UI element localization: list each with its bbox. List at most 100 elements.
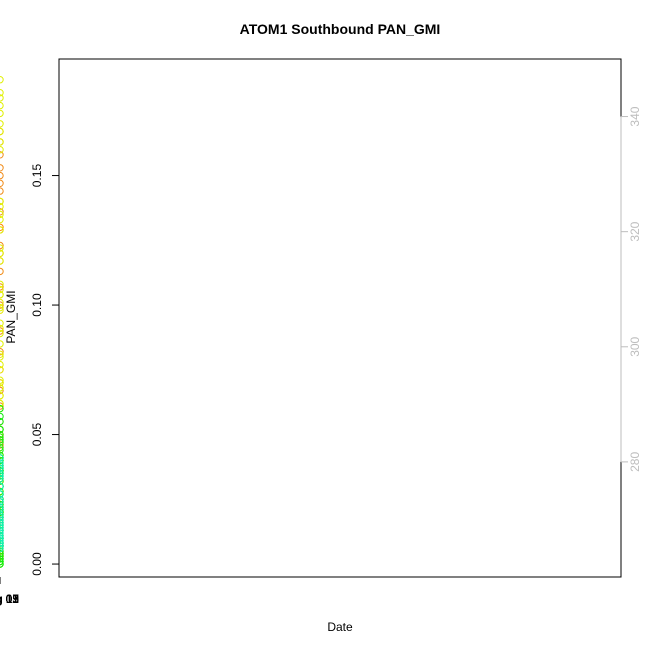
data-point bbox=[0, 430, 4, 439]
x-tick-label: Aug 07 bbox=[0, 592, 19, 606]
y-tick-label: 0.00 bbox=[30, 552, 44, 576]
x-tick-label: Aug 05 bbox=[0, 592, 19, 606]
data-point bbox=[0, 127, 4, 136]
data-point bbox=[0, 197, 4, 206]
data-point bbox=[0, 404, 4, 413]
data-point bbox=[0, 285, 4, 294]
y2-tick-label: 320 bbox=[628, 221, 642, 241]
data-point bbox=[0, 306, 4, 314]
data-point bbox=[0, 464, 4, 472]
data-point bbox=[0, 226, 4, 234]
data-point bbox=[0, 171, 4, 180]
data-point bbox=[0, 500, 4, 509]
y-axis: 0.00 0.05 0.10 0.15 bbox=[30, 164, 60, 576]
data-point bbox=[0, 399, 4, 408]
data-point bbox=[0, 557, 4, 566]
data-point bbox=[0, 539, 4, 547]
data-point bbox=[0, 537, 4, 545]
data-point bbox=[0, 542, 4, 550]
data-point bbox=[0, 531, 4, 540]
data-point bbox=[0, 340, 4, 348]
data-point bbox=[0, 461, 4, 470]
data-point bbox=[0, 350, 4, 358]
data-point bbox=[0, 223, 4, 231]
data-point bbox=[0, 76, 4, 84]
y-axis-label: PAN_GMI bbox=[4, 290, 18, 343]
data-point bbox=[0, 521, 4, 529]
data-point bbox=[0, 459, 4, 467]
x-tick-label: Aug 03 bbox=[0, 592, 19, 606]
x-axis: Aug 01Aug 03Aug 05Aug 07Aug 09Aug 11Aug … bbox=[0, 577, 19, 606]
data-point bbox=[0, 291, 4, 299]
data-point bbox=[0, 392, 4, 400]
data-point bbox=[0, 329, 4, 338]
data-point bbox=[0, 454, 4, 462]
data-point bbox=[0, 417, 4, 426]
data-points-layer bbox=[0, 76, 4, 568]
data-point bbox=[0, 94, 4, 102]
data-point bbox=[0, 508, 4, 516]
data-point bbox=[0, 210, 4, 219]
data-point bbox=[0, 249, 4, 257]
data-point bbox=[0, 241, 4, 250]
data-point bbox=[0, 443, 4, 452]
data-point bbox=[0, 526, 4, 535]
data-point bbox=[0, 267, 4, 276]
data-point bbox=[0, 146, 4, 154]
data-point bbox=[0, 482, 4, 491]
x-axis-label: Date bbox=[327, 620, 353, 634]
data-point bbox=[0, 456, 4, 465]
y2-tick-label: 300 bbox=[628, 336, 642, 356]
data-point bbox=[0, 280, 4, 288]
data-point bbox=[0, 324, 4, 333]
data-point bbox=[0, 298, 4, 307]
data-point bbox=[0, 187, 4, 195]
data-point bbox=[0, 257, 4, 265]
data-point bbox=[0, 511, 4, 519]
data-point bbox=[0, 151, 4, 159]
data-point bbox=[0, 425, 4, 434]
x-tick-label: Aug 11 bbox=[0, 592, 19, 606]
chart-title: ATOM1 Southbound PAN_GMI bbox=[240, 21, 441, 37]
data-point bbox=[0, 208, 4, 216]
data-point bbox=[0, 467, 4, 475]
data-point bbox=[0, 495, 4, 503]
data-point bbox=[0, 534, 4, 542]
data-point bbox=[0, 513, 4, 522]
data-point bbox=[0, 487, 4, 496]
data-point bbox=[0, 518, 4, 527]
data-point bbox=[0, 138, 4, 146]
data-point bbox=[0, 469, 4, 478]
data-point bbox=[0, 283, 4, 291]
data-point bbox=[0, 555, 4, 563]
data-point bbox=[0, 384, 4, 392]
data-point bbox=[0, 202, 4, 211]
data-point bbox=[0, 360, 4, 369]
data-point bbox=[0, 353, 4, 361]
data-point bbox=[0, 451, 4, 459]
data-point bbox=[0, 506, 4, 514]
data-point bbox=[0, 215, 4, 224]
data-point bbox=[0, 441, 4, 449]
data-point bbox=[0, 433, 4, 441]
data-point bbox=[0, 560, 4, 568]
data-point bbox=[0, 550, 4, 558]
data-point bbox=[0, 524, 4, 532]
data-point bbox=[0, 503, 4, 511]
data-point bbox=[0, 474, 4, 483]
y2-tick-label: 280 bbox=[628, 452, 642, 472]
data-point bbox=[0, 89, 4, 97]
data-point bbox=[0, 366, 4, 374]
data-point bbox=[0, 376, 4, 384]
data-point bbox=[0, 301, 4, 309]
data-point bbox=[0, 101, 4, 110]
data-point bbox=[0, 120, 4, 128]
data-point bbox=[0, 109, 4, 118]
data-point bbox=[0, 438, 4, 446]
x-tick-label: Aug 13 bbox=[0, 592, 19, 606]
data-point bbox=[0, 446, 4, 454]
data-point bbox=[0, 412, 4, 421]
data-point bbox=[0, 498, 4, 506]
data-point bbox=[0, 327, 4, 335]
y-tick-label: 0.15 bbox=[30, 164, 44, 188]
